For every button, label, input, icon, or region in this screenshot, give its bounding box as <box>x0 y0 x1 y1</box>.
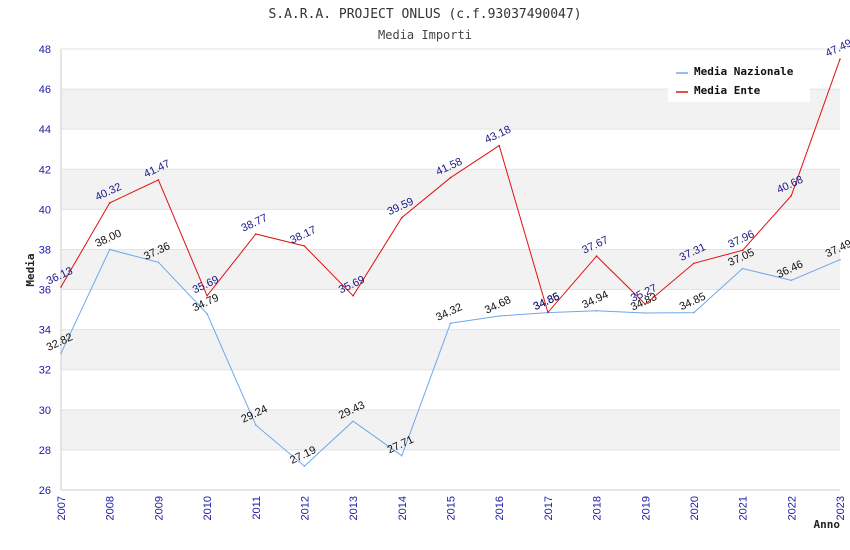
data-point <box>206 294 208 297</box>
grid-band <box>61 409 840 450</box>
data-point <box>254 424 257 426</box>
data-point <box>401 216 403 219</box>
data-point <box>352 420 354 423</box>
y-tick-label: 30 <box>39 405 51 417</box>
data-point <box>254 233 257 235</box>
legend-label-media-ente: Media Ente <box>694 84 761 97</box>
data-point <box>303 465 306 467</box>
data-point <box>839 58 841 61</box>
data-point <box>741 249 744 252</box>
data-point <box>108 202 111 204</box>
grid-band <box>61 369 840 410</box>
y-tick-label: 42 <box>39 164 51 176</box>
axes <box>60 49 840 491</box>
x-tick-label: 2010 <box>202 496 214 520</box>
data-point <box>498 315 500 317</box>
x-axis-label: Anno <box>814 518 841 531</box>
chart-subtitle: Media Importi <box>378 28 472 42</box>
y-tick-label: 38 <box>39 244 51 256</box>
data-point <box>839 258 841 261</box>
data-point <box>303 245 306 247</box>
y-axis-label: Media <box>24 253 37 286</box>
data-point <box>498 144 500 147</box>
data-point <box>449 322 452 325</box>
grid-band <box>61 329 840 370</box>
data-point <box>595 309 598 312</box>
x-tick-label: 2012 <box>299 496 311 520</box>
data-point <box>741 267 744 270</box>
grid-band <box>61 209 840 250</box>
x-tick-label: 2021 <box>738 496 750 520</box>
data-point <box>206 313 208 315</box>
y-tick-label: 44 <box>39 124 51 136</box>
x-tick-label: 2007 <box>56 496 68 520</box>
x-tick-label: 2022 <box>786 496 798 520</box>
data-point <box>547 311 549 314</box>
data-point <box>157 179 160 181</box>
y-tick-label: 36 <box>39 285 51 297</box>
data-point <box>790 194 793 197</box>
x-tick-label: 2008 <box>105 496 117 520</box>
chart-title: S.A.R.A. PROJECT ONLUS (c.f.93037490047) <box>268 7 581 22</box>
y-tick-label: 40 <box>39 204 51 216</box>
grid-bands <box>61 49 840 490</box>
data-point <box>644 312 647 314</box>
x-tick-label: 2023 <box>835 496 847 520</box>
data-point <box>108 248 111 251</box>
grid-band <box>61 129 840 170</box>
x-tick-label: 2017 <box>543 496 555 520</box>
x-tick-label: 2014 <box>397 496 409 520</box>
data-point <box>449 176 452 179</box>
data-point <box>352 294 354 297</box>
data-point <box>60 286 62 288</box>
y-tick-label: 26 <box>39 485 51 497</box>
x-tick-label: 2016 <box>494 496 506 520</box>
x-tick-label: 2013 <box>348 496 360 520</box>
data-point <box>157 261 160 264</box>
data-point <box>644 303 647 305</box>
data-point <box>693 262 695 265</box>
legend: Media Nazionale Media Ente <box>668 60 810 102</box>
y-tick-label: 28 <box>39 445 51 457</box>
data-point <box>401 454 403 457</box>
x-tick-label: 2015 <box>446 496 458 520</box>
data-point <box>693 311 695 314</box>
y-tick-label: 34 <box>39 325 51 337</box>
x-tick-label: 2009 <box>153 496 165 520</box>
y-tick-label: 48 <box>39 44 51 56</box>
legend-label-media-nazionale: Media Nazionale <box>694 65 794 78</box>
y-tick-label: 46 <box>39 84 51 96</box>
y-tick-labels: 26 28 30 32 34 36 38 40 42 44 46 48 <box>39 44 51 497</box>
grid-lines <box>61 48 840 491</box>
data-point <box>790 279 793 282</box>
x-tick-labels: 2007 2008 2009 2010 2011 2012 2013 2014 2015 2016… <box>56 496 847 520</box>
x-tick-label: 2019 <box>640 496 652 520</box>
x-tick-label: 2011 <box>251 496 263 520</box>
data-point <box>60 352 62 355</box>
data-point <box>595 255 598 257</box>
y-tick-label: 32 <box>39 365 51 377</box>
grid-band <box>61 449 840 490</box>
x-tick-label: 2020 <box>689 496 701 520</box>
legend-box <box>668 60 810 102</box>
x-tick-label: 2018 <box>592 496 604 520</box>
grid-band <box>61 169 840 210</box>
